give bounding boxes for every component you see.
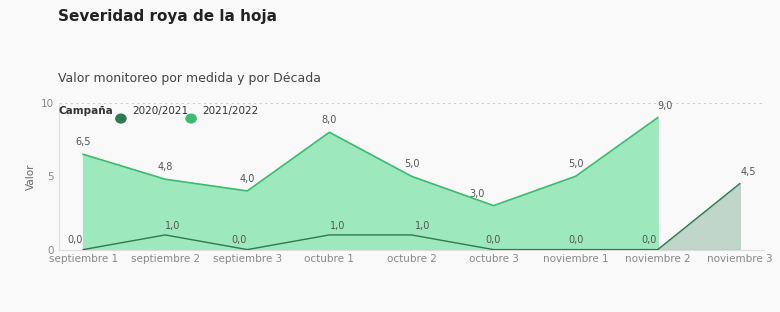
Y-axis label: Valor: Valor — [27, 163, 37, 189]
Text: Severidad roya de la hoja: Severidad roya de la hoja — [58, 9, 278, 24]
Text: Campaña: Campaña — [58, 106, 113, 116]
Text: 3,0: 3,0 — [470, 189, 484, 199]
Text: 0,0: 0,0 — [231, 236, 246, 246]
Text: 1,0: 1,0 — [165, 221, 180, 231]
Text: 4,0: 4,0 — [239, 174, 255, 184]
Text: 4,5: 4,5 — [740, 167, 756, 177]
Text: 1,0: 1,0 — [415, 221, 431, 231]
Text: 0,0: 0,0 — [486, 236, 502, 246]
Text: Valor monitoreo por medida y por Década: Valor monitoreo por medida y por Década — [58, 72, 321, 85]
Text: 5,0: 5,0 — [404, 159, 419, 169]
Text: 6,5: 6,5 — [76, 137, 91, 147]
Text: 0,0: 0,0 — [568, 236, 583, 246]
Text: 1,0: 1,0 — [330, 221, 346, 231]
Text: 0,0: 0,0 — [642, 236, 657, 246]
Text: 4,8: 4,8 — [158, 162, 173, 172]
Text: 8,0: 8,0 — [321, 115, 337, 125]
Text: 0,0: 0,0 — [67, 236, 83, 246]
Text: 2021/2022: 2021/2022 — [202, 106, 258, 116]
Text: 2020/2021: 2020/2021 — [132, 106, 188, 116]
Text: 9,0: 9,0 — [657, 101, 672, 111]
Text: 5,0: 5,0 — [568, 159, 583, 169]
